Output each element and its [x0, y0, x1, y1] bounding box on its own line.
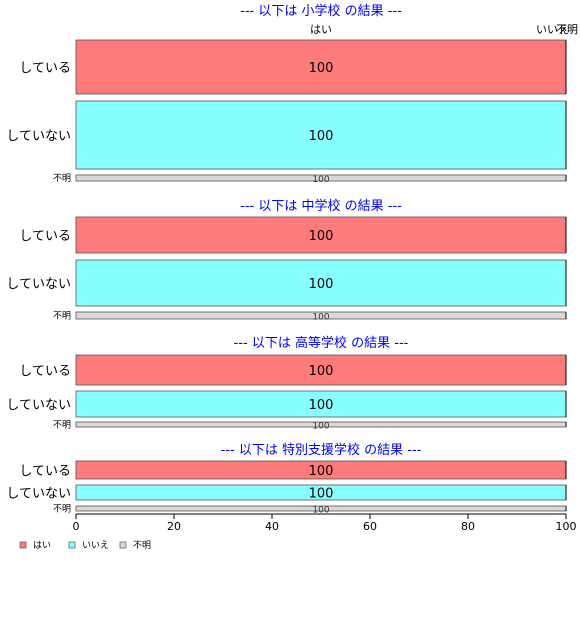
panel-title: --- 以下は 中学校 の結果 --- — [240, 198, 402, 214]
bar-segment-no — [75, 390, 567, 418]
bar-value-label: 100 — [309, 364, 334, 379]
panel-title: --- 以下は 小学校 の結果 --- — [240, 3, 402, 19]
bar-segment-no — [75, 259, 567, 307]
column-header-yes: はい — [310, 23, 332, 36]
bar-value-label: 100 — [309, 277, 334, 292]
column-header-no: いいえ — [536, 23, 569, 36]
category-label: 不明 — [53, 420, 71, 431]
category-label: している — [19, 61, 71, 76]
category-label: 不明 — [53, 504, 71, 515]
legend-label: いいえ — [82, 540, 109, 551]
legend-label: はい — [33, 540, 51, 551]
legend-label: 不明 — [133, 540, 151, 551]
panel-title: --- 以下は 高等学校 の結果 --- — [234, 335, 409, 351]
category-label: している — [19, 364, 71, 379]
x-tick-label: 100 — [556, 520, 577, 533]
legend-swatch — [119, 541, 127, 549]
bar-value-label: 100 — [312, 175, 329, 185]
category-label: している — [19, 464, 71, 479]
panel-title: --- 以下は 特別支援学校 の結果 --- — [221, 442, 422, 458]
category-label: 不明 — [53, 311, 71, 322]
column-header-unknown: 不明 — [556, 23, 578, 36]
bar-value-label: 100 — [309, 398, 334, 413]
bar-value-label: 100 — [312, 422, 329, 432]
category-label: していない — [6, 129, 71, 144]
bar-value-label: 100 — [312, 313, 329, 323]
legend-swatch — [19, 541, 27, 549]
bar-value-label: 100 — [309, 464, 334, 479]
bar-segment-yes — [75, 354, 567, 386]
category-label: していない — [6, 487, 71, 502]
bar-segment-no — [75, 100, 567, 170]
category-label: していない — [6, 398, 71, 413]
x-tick-label: 40 — [265, 520, 279, 533]
bar-value-label: 100 — [309, 229, 334, 244]
bar-value-label: 100 — [312, 506, 329, 516]
x-tick-label: 20 — [167, 520, 181, 533]
legend-swatch — [68, 541, 76, 549]
x-tick-label: 60 — [363, 520, 377, 533]
x-tick-label: 0 — [73, 520, 80, 533]
bar-value-label: 100 — [309, 129, 334, 144]
category-label: している — [19, 229, 71, 244]
category-label: していない — [6, 277, 71, 292]
bar-value-label: 100 — [309, 61, 334, 76]
category-label: 不明 — [53, 173, 71, 184]
x-tick-label: 80 — [461, 520, 475, 533]
bar-segment-yes — [75, 216, 567, 254]
bar-value-label: 100 — [309, 487, 334, 502]
